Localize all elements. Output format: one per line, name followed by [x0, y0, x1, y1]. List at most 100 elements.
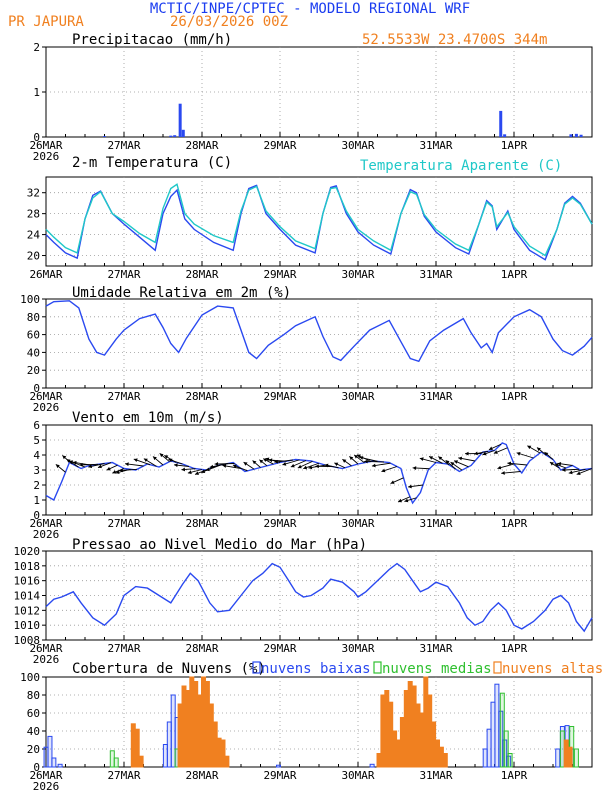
precip-xtick-label: 27MAR: [107, 139, 140, 152]
rh-xtick-label: 28MAR: [185, 390, 218, 403]
wind-arrow-head: [303, 465, 308, 470]
cloud-bar: [204, 681, 210, 768]
rh-xtick-label: 29MAR: [263, 390, 296, 403]
cloud-bar: [47, 735, 53, 768]
wind-arrow-head: [408, 484, 412, 489]
precip-bar: [178, 103, 182, 137]
cloud-bar: [193, 681, 199, 768]
wind-arrow-head: [243, 462, 248, 466]
cloud-bar: [220, 739, 226, 768]
wind-arrow-head: [265, 457, 270, 462]
pres-xtick-label: 28MAR: [185, 642, 218, 655]
wind-arrow-head: [557, 461, 562, 466]
cloud-panel-title: Cobertura de Nuvens (%): [72, 661, 266, 677]
wind-arrow-head: [69, 460, 74, 464]
wind-ytick-label: 6: [33, 419, 40, 432]
cloud-ytick-label: 80: [27, 689, 40, 702]
temp-ytick-label: 24: [27, 229, 41, 242]
wind-xtick-label: 26MAR: [29, 517, 62, 530]
wind-arrow-head: [119, 468, 123, 473]
wind-ytick-label: 4: [33, 449, 40, 462]
wind-arrow-head: [554, 463, 559, 467]
wind-arrow-head: [458, 456, 463, 461]
wind-arrow-head: [62, 455, 67, 460]
high-cloud-legend-label: nuvens altas: [502, 661, 603, 677]
wind-arrow-head: [72, 460, 77, 465]
precip-bar: [579, 134, 583, 137]
wind-arrow-head: [174, 463, 178, 468]
rh-series-line: [45, 300, 593, 363]
temp-ytick-label: 28: [27, 208, 40, 221]
pressure-panel-title: Pressao ao Nivel Medio do Mar (hPa): [72, 537, 367, 553]
wind-arrow-head: [324, 463, 329, 468]
cloud-xtick-label: 30MAR: [341, 769, 374, 782]
precip-ytick-label: 2: [33, 41, 40, 54]
rh-frame: [45, 298, 593, 389]
pres-year-label: 2026: [33, 653, 60, 666]
wind-arrow-head: [359, 456, 364, 460]
mid-cloud-legend-label: nuvens medias: [382, 661, 492, 677]
wind-arrow-head: [315, 464, 319, 469]
rh-xtick-label: 30MAR: [341, 390, 374, 403]
wind-xtick-label: 31MAR: [419, 517, 452, 530]
wind-arrow-head: [549, 462, 554, 466]
mid-cloud-legend-swatch: [373, 661, 382, 674]
pres-ytick-label: 1016: [14, 575, 41, 588]
wind-arrow-head: [195, 471, 199, 475]
wind-arrow-head: [308, 465, 313, 470]
wind-series-line: [45, 442, 593, 505]
wind-arrow-head: [143, 458, 148, 463]
wind-arrow-head: [356, 454, 361, 458]
wind-arrow-head: [501, 471, 505, 475]
wind-panel: 0 1 2 3 4 5 6 26MAR 27MAR 28MAR 29MAR 30MAR 31MAR 1AP…: [29, 419, 593, 541]
cloud-bar: [567, 746, 573, 768]
wind-xtick-label: 30MAR: [341, 517, 374, 530]
wind-arrow-head: [342, 459, 347, 463]
wind-arrow-head: [450, 462, 455, 466]
wind-arrow-head: [125, 462, 129, 467]
wind-arrow-head: [354, 454, 359, 459]
wind-xtick-label: 29MAR: [263, 517, 296, 530]
precip-ytick-label: 0: [33, 131, 40, 144]
precip-bar: [499, 110, 503, 137]
wind-arrow-head: [205, 467, 210, 472]
wind-arrow-head: [55, 464, 60, 469]
wind-arrow-head: [168, 458, 173, 463]
pres-series-line: [45, 562, 593, 633]
cloud-bar: [224, 755, 230, 768]
wind-arrow-head: [544, 452, 549, 456]
pres-xtick-label: 27MAR: [107, 642, 140, 655]
precip-xtick-label: 30MAR: [341, 139, 374, 152]
precip-bar: [103, 136, 106, 137]
wind-arrow-head: [98, 464, 102, 469]
run-date-label: 26/03/2026 00Z: [170, 14, 288, 30]
wind-arrow-head: [112, 470, 117, 474]
cloud-bar: [276, 764, 281, 768]
wind-arrow-head: [66, 459, 71, 463]
apparent-temp-legend: Temperatura Aparente (C): [360, 158, 562, 174]
wind-arrow-head: [159, 453, 164, 458]
precip-year-label: 2026: [33, 150, 60, 163]
precip-xtick-label: 29MAR: [263, 139, 296, 152]
wind-arrow-head: [268, 458, 273, 463]
cloud-bar: [403, 690, 409, 768]
wind-ytick-label: 5: [33, 434, 40, 447]
wind-arrow-head: [209, 464, 214, 469]
wind-ytick-label: 3: [33, 464, 40, 477]
wind-arrow-head: [263, 458, 268, 462]
coordinates-label: 52.5533W 23.4700S 344m: [362, 32, 547, 48]
cloud-bar: [423, 676, 429, 768]
precip-panel-title: Precipitacao (mm/h): [72, 32, 232, 48]
pres-xtick-label: 29MAR: [263, 642, 296, 655]
wind-arrow-head: [568, 470, 573, 475]
wind-xtick-label: 28MAR: [185, 517, 218, 530]
wind-arrow-head: [371, 463, 376, 468]
precip-xtick-label: 1APR: [501, 139, 528, 152]
wind-arrow-head: [390, 480, 395, 484]
temp-ytick-label: 32: [27, 187, 40, 200]
wind-arrow-head: [488, 446, 493, 451]
wind-arrow-head: [164, 455, 169, 459]
wind-arrow-head: [106, 466, 111, 471]
